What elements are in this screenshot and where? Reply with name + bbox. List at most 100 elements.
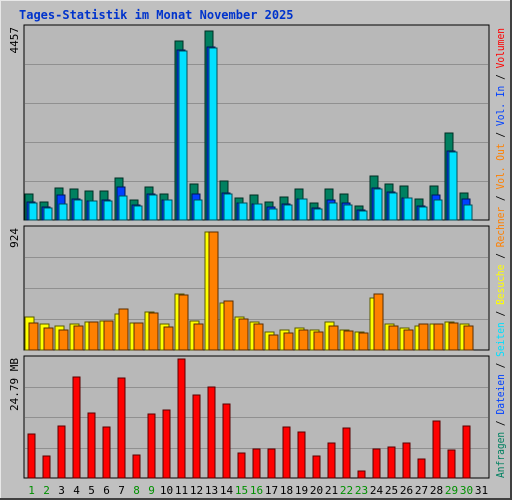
- bar-pages-day-8: [133, 205, 143, 221]
- bar-sites-day-13: [208, 231, 219, 351]
- bar-sites-day-8: [133, 322, 144, 351]
- bar-volume-day-26: [402, 442, 411, 479]
- bar-pages-day-25: [388, 192, 398, 221]
- x-tick-label-day-7: 7: [118, 484, 125, 497]
- bar-volume-day-22: [342, 427, 351, 479]
- x-tick-label-day-3: 3: [58, 484, 65, 497]
- bar-pages-day-28: [433, 199, 443, 221]
- bar-sites-day-25: [388, 325, 399, 351]
- x-tick-label-day-31: 31: [475, 484, 488, 497]
- right-legend-part: /: [494, 305, 507, 322]
- bar-volume-day-29: [447, 449, 456, 479]
- x-tick-label-day-4: 4: [73, 484, 80, 497]
- bar-pages-day-3: [58, 203, 68, 221]
- bar-sites-day-11: [178, 294, 189, 351]
- bar-pages-day-5: [88, 200, 98, 221]
- frame-left-edge: [0, 0, 1, 500]
- bar-volume-day-7: [117, 377, 126, 479]
- x-tick-label-day-18: 18: [280, 484, 293, 497]
- bar-volume-day-15: [237, 452, 246, 479]
- x-tick-label-day-17: 17: [265, 484, 278, 497]
- bar-sites-day-24: [373, 293, 384, 351]
- bar-volume-day-5: [87, 412, 96, 479]
- right-legend-part: Dateien: [494, 374, 507, 414]
- bar-volume-day-12: [192, 394, 201, 479]
- bar-volume-day-14: [222, 403, 231, 479]
- bar-sites-day-28: [433, 323, 444, 351]
- bar-pages-day-26: [403, 197, 413, 221]
- x-tick-label-day-28: 28: [430, 484, 443, 497]
- x-tick-label-day-22: 22: [340, 484, 353, 497]
- right-legend-part: Rechner: [494, 207, 507, 248]
- right-legend-part: /: [494, 415, 507, 432]
- bar-volume-day-13: [207, 386, 216, 479]
- bar-pages-day-15: [238, 202, 248, 221]
- bar-pages-day-4: [73, 199, 83, 221]
- panel-top-max-label: 4457: [8, 27, 21, 54]
- bar-pages-day-1: [28, 202, 38, 221]
- bar-volume-day-18: [282, 426, 291, 479]
- bar-sites-day-18: [283, 332, 294, 351]
- bar-pages-day-30: [463, 204, 473, 221]
- bar-volume-day-30: [462, 425, 471, 479]
- bar-volume-day-1: [27, 433, 36, 479]
- x-tick-label-day-12: 12: [190, 484, 203, 497]
- bar-pages-day-20: [313, 208, 323, 221]
- x-tick-label-day-5: 5: [88, 484, 95, 497]
- bar-sites-day-17: [268, 334, 279, 351]
- x-tick-label-day-30: 30: [460, 484, 473, 497]
- frame-top-edge: [0, 0, 512, 1]
- bar-volume-day-25: [387, 446, 396, 479]
- bar-pages-day-12: [193, 199, 203, 221]
- bar-volume-day-3: [57, 425, 66, 479]
- x-tick-label-day-21: 21: [325, 484, 338, 497]
- bar-pages-day-24: [373, 188, 383, 221]
- bar-sites-day-22: [343, 330, 354, 351]
- bar-pages-day-16: [253, 203, 263, 221]
- right-legend-part: Seiten: [494, 322, 507, 357]
- x-tick-label-day-15: 15: [235, 484, 248, 497]
- x-tick-label-day-8: 8: [133, 484, 140, 497]
- bar-sites-day-3: [58, 329, 69, 351]
- bar-sites-day-6: [103, 320, 114, 351]
- bar-sites-day-27: [418, 323, 429, 351]
- bar-pages-day-7: [118, 195, 128, 221]
- bar-pages-day-9: [148, 194, 158, 221]
- x-tick-label-day-25: 25: [385, 484, 398, 497]
- panel-bottom-max-label: 24.79 MB: [8, 358, 21, 411]
- bar-sites-day-12: [193, 323, 204, 351]
- right-legend-part: /: [494, 68, 507, 85]
- bar-sites-day-5: [88, 321, 99, 351]
- x-tick-label-day-24: 24: [370, 484, 384, 497]
- frame-right-edge: [510, 0, 512, 500]
- bar-pages-day-13: [208, 47, 218, 221]
- x-tick-label-day-6: 6: [103, 484, 110, 497]
- x-tick-label-day-19: 19: [295, 484, 308, 497]
- bar-sites-day-9: [148, 312, 159, 351]
- bar-pages-day-22: [343, 204, 353, 221]
- right-legend-part: /: [494, 247, 507, 264]
- right-legend-label: Anfragen / Dateien / Seiten / Besuche / …: [494, 28, 507, 478]
- x-tick-label-day-10: 10: [160, 484, 173, 497]
- right-legend-part: Besuche: [494, 265, 507, 305]
- bar-sites-day-21: [328, 325, 339, 351]
- bar-sites-day-4: [73, 325, 84, 351]
- bar-volume-day-16: [252, 448, 261, 479]
- x-tick-label-day-26: 26: [400, 484, 413, 497]
- bar-volume-day-9: [147, 413, 156, 479]
- bar-sites-day-2: [43, 327, 54, 351]
- bar-pages-day-18: [283, 204, 293, 221]
- bar-pages-day-23: [358, 210, 368, 221]
- panel-top-background: [23, 24, 490, 221]
- chart-title: Tages-Statistik im Monat November 2025: [19, 8, 294, 22]
- right-legend-part: /: [494, 126, 507, 143]
- bar-sites-day-10: [163, 326, 174, 351]
- right-legend-part: /: [494, 190, 507, 207]
- bar-pages-day-11: [178, 50, 188, 221]
- frame-bottom-edge: [0, 498, 512, 500]
- right-legend-part: /: [494, 357, 507, 374]
- bar-sites-day-29: [448, 322, 459, 351]
- bar-sites-day-19: [298, 329, 309, 351]
- bar-volume-day-24: [372, 448, 381, 479]
